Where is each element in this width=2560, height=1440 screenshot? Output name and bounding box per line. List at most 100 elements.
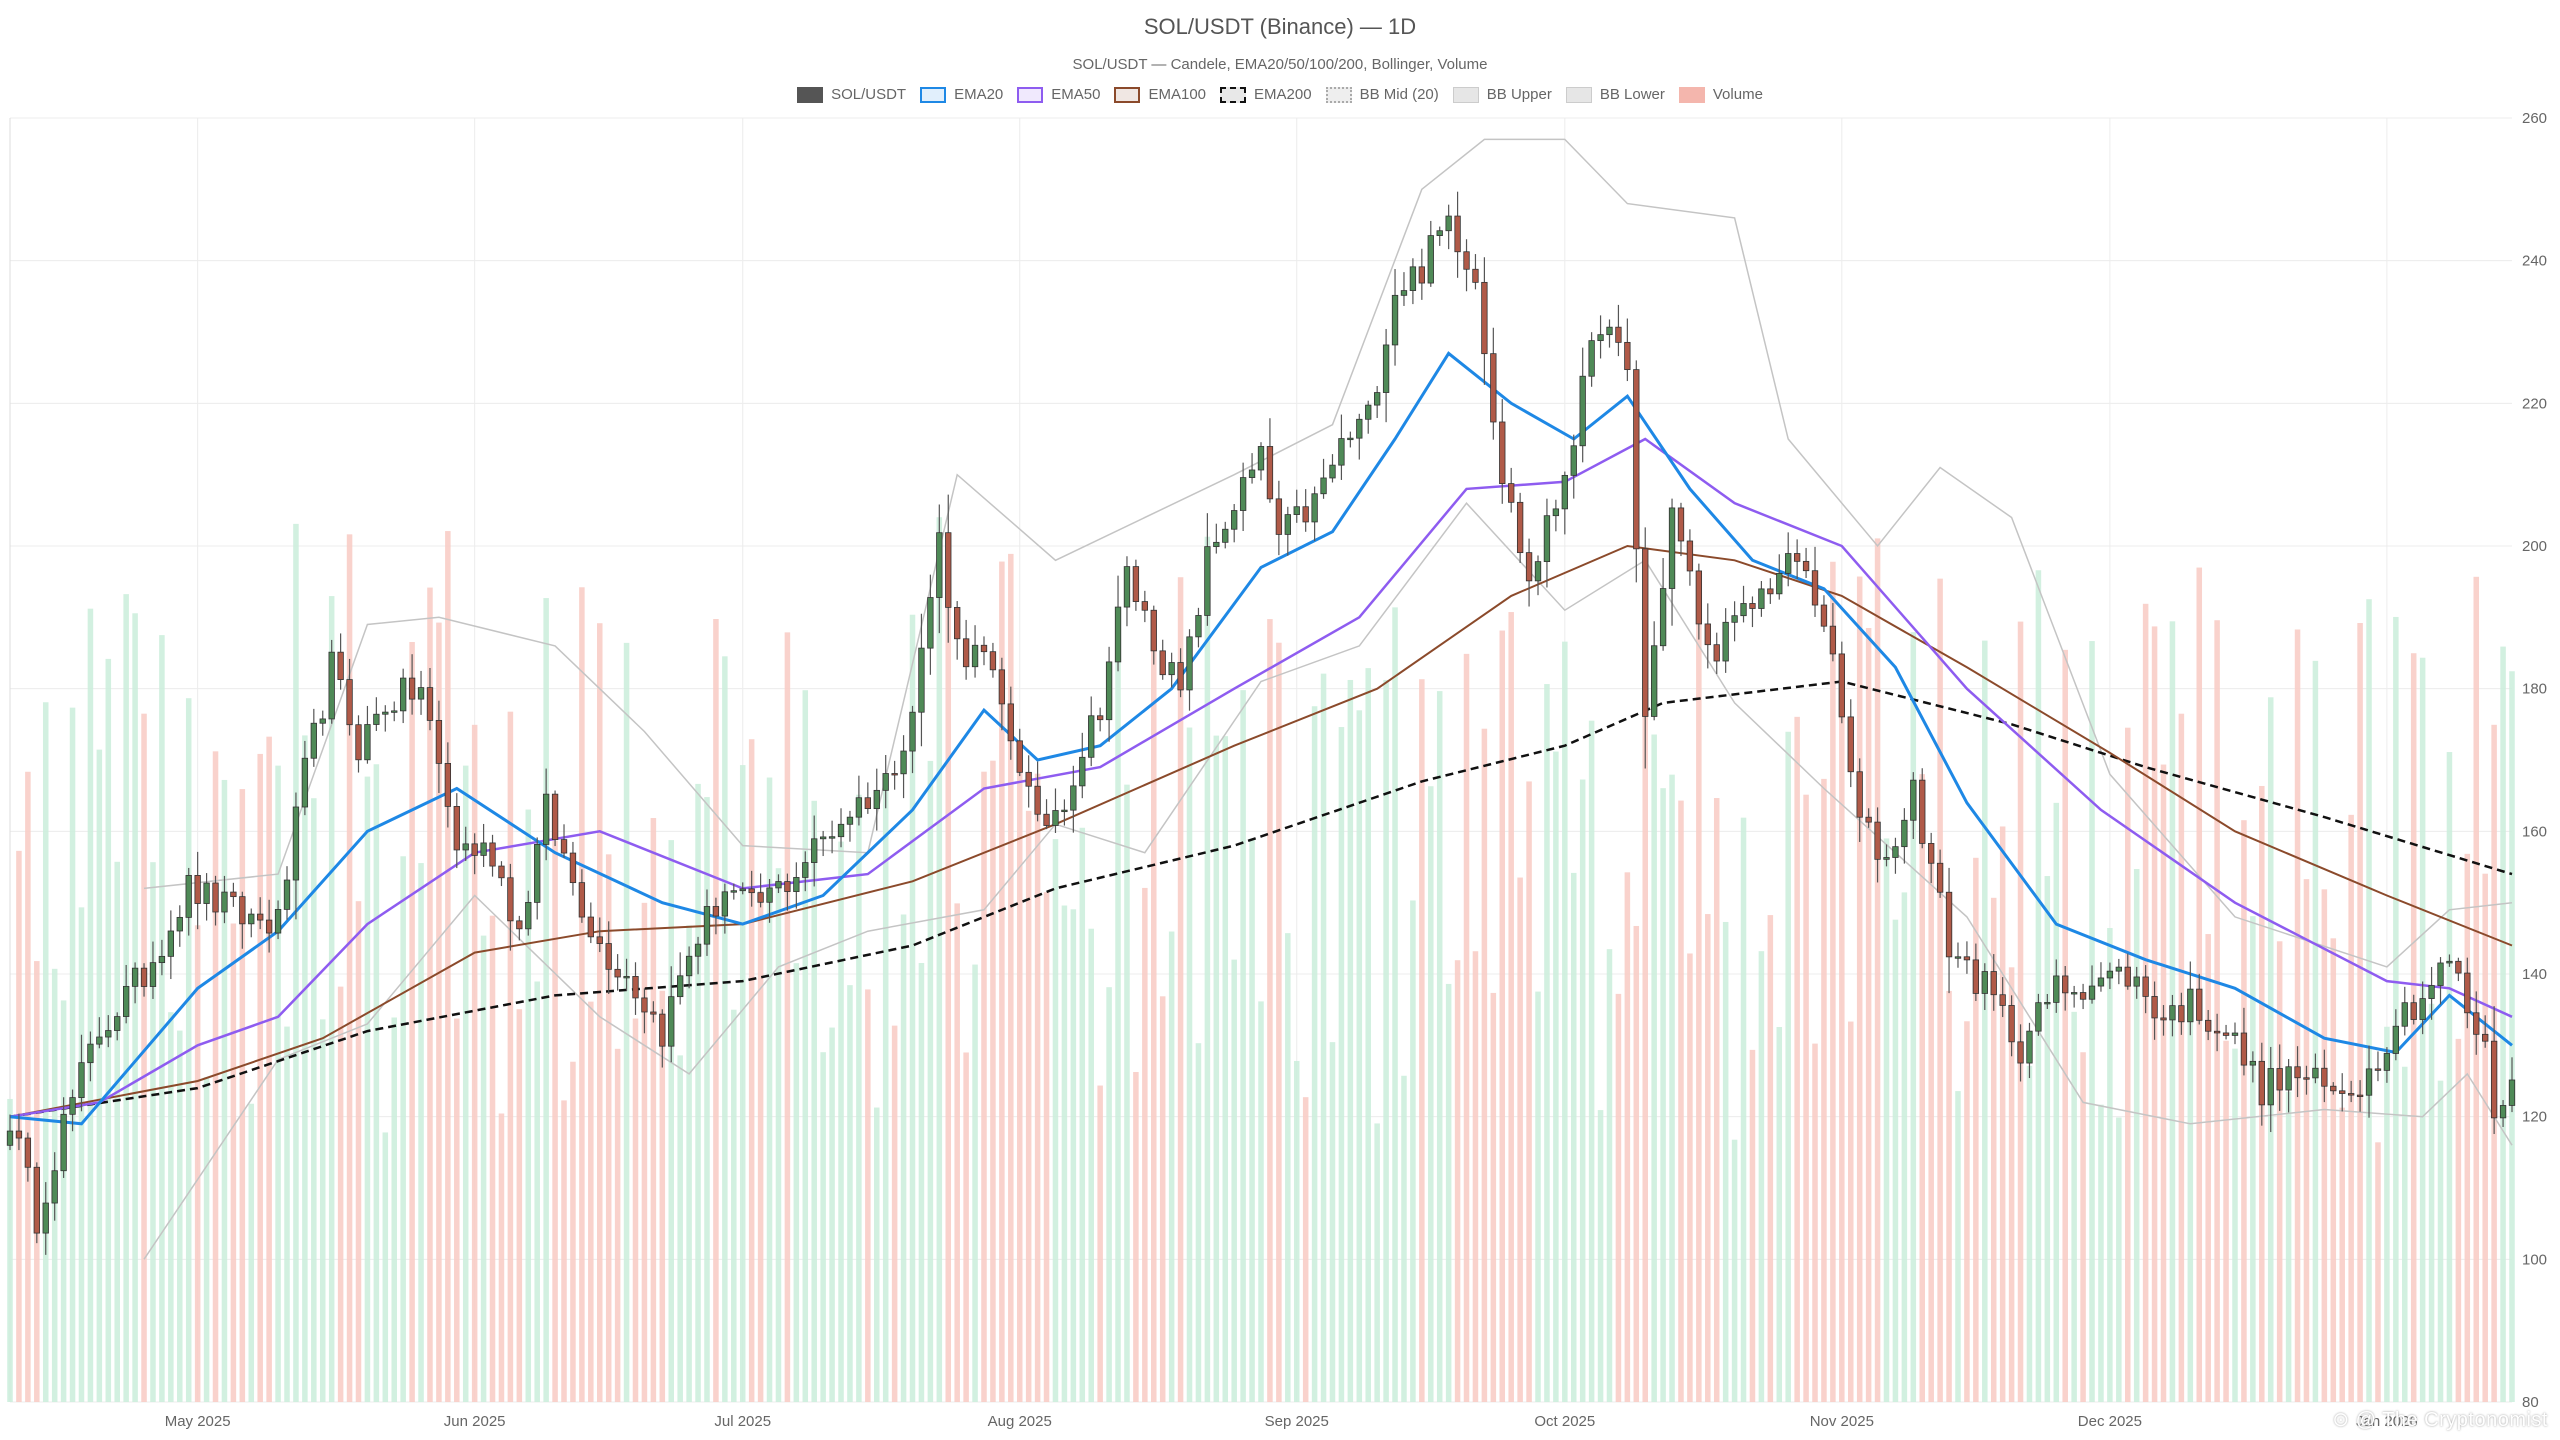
candle-body [364, 724, 371, 761]
volume-bar [2107, 927, 2113, 1402]
volume-bar [69, 707, 76, 1402]
legend-item[interactable]: BB Mid (20) [1325, 86, 1439, 103]
volume-bar [1830, 561, 1836, 1402]
candles [6, 191, 2516, 1255]
volume-bar [239, 789, 246, 1402]
volume-bar [1579, 779, 1586, 1402]
legend-label: Volume [1712, 86, 1763, 103]
legend-item[interactable]: Volume [1678, 86, 1763, 103]
candle-body [1222, 528, 1229, 543]
bollinger-bands [9, 138, 2513, 1260]
candle-body [2187, 988, 2194, 1023]
candle-body [605, 943, 612, 970]
legend-label: BB Lower [1599, 86, 1665, 103]
candle-body [2473, 1012, 2480, 1035]
candle-body [194, 875, 201, 904]
candle-body [1123, 566, 1131, 608]
candle-body [1052, 810, 1059, 826]
candle-body [2178, 1005, 2185, 1023]
volume-bar [114, 861, 120, 1402]
volume-bar [1428, 786, 1434, 1402]
volume-bar [293, 523, 299, 1402]
candle-body [400, 677, 407, 712]
candle-body [1731, 615, 1738, 623]
x-tick-label: Nov 2025 [1810, 1413, 1874, 1430]
volume-bar [1651, 734, 1657, 1402]
volume-bar [972, 964, 978, 1402]
legend-item[interactable]: EMA200 [1220, 86, 1312, 103]
volume-bar [418, 863, 424, 1402]
candle-body [2231, 1032, 2239, 1036]
volume-bar [981, 771, 987, 1402]
chart-legend[interactable]: SOL/USDT EMA20 EMA50 EMA100 EMA200 BB Mid (20… [0, 86, 2560, 103]
legend-item[interactable]: BB Lower [1565, 86, 1665, 103]
volume-bar [1472, 951, 1479, 1402]
candle-body [909, 711, 916, 752]
legend-item[interactable]: SOL/USDT [797, 86, 906, 103]
candle-body [1579, 375, 1586, 447]
x-axis: May 2025 Jun 2025 Jul 2025 Aug 2025 Sep 2025… [165, 1413, 2418, 1430]
volume-bar [561, 1100, 567, 1402]
candle-body [1606, 326, 1613, 336]
legend-item[interactable]: EMA50 [1017, 86, 1100, 103]
volume-bar [1508, 612, 1514, 1402]
x-tick-label: Sep 2025 [1265, 1413, 1329, 1430]
volume-bar [2205, 934, 2211, 1402]
volume-bar [1320, 673, 1327, 1402]
candle-body [1668, 507, 1676, 589]
candle-body [811, 838, 818, 863]
volume-bar [471, 724, 478, 1402]
legend-item[interactable]: BB Upper [1452, 86, 1552, 103]
candle-body [1025, 771, 1032, 787]
bb-upper-line [143, 138, 2513, 968]
candle-body [1472, 268, 1479, 283]
legend-item[interactable]: EMA20 [920, 86, 1003, 103]
volume-bar [87, 608, 94, 1402]
volume-bar [650, 818, 657, 1402]
candle-body [1329, 464, 1336, 479]
volume-bar [2071, 1011, 2077, 1402]
candle-body [846, 816, 854, 825]
volume-bar [489, 915, 496, 1402]
candle-body [641, 997, 648, 1013]
candle-body [1758, 588, 1765, 609]
volume-bar [999, 561, 1005, 1402]
legend-item[interactable]: EMA100 [1114, 86, 1206, 103]
volume-bar [1928, 847, 1934, 1402]
candle-body [1740, 603, 1747, 617]
volume-bar [1821, 778, 1827, 1402]
volume-bar [168, 1012, 174, 1402]
candle-body [1847, 716, 1854, 773]
volume-bar [1383, 679, 1389, 1402]
candle-body [2115, 966, 2122, 972]
ema50-line [9, 437, 2513, 1118]
volume-bar [1401, 1075, 1407, 1402]
volume-bar [2464, 853, 2471, 1402]
candle-body [1615, 326, 1622, 343]
candle-body [793, 877, 800, 892]
volume-bar [1249, 838, 1255, 1402]
volume-bar [1186, 727, 1193, 1402]
volume-bar [1195, 1043, 1202, 1402]
volume-bar [1642, 630, 1648, 1402]
volume-bar [2178, 713, 2185, 1402]
candle-body [2383, 1053, 2391, 1071]
volume-bar [605, 854, 612, 1402]
candle-body [6, 1130, 14, 1146]
volume-bar [811, 800, 817, 1402]
volume-bar [2223, 1040, 2229, 1402]
candle-body [158, 955, 166, 964]
candle-body [2365, 1068, 2373, 1096]
volume-bar [60, 1000, 67, 1402]
candle-body [1704, 623, 1711, 646]
volume-bar [212, 751, 219, 1402]
volume-bar [454, 1018, 460, 1402]
candle-body [2508, 1079, 2516, 1106]
volume-bar [275, 765, 281, 1402]
candle-body [257, 913, 264, 921]
volume-bar [847, 985, 853, 1402]
candle-body [1400, 290, 1408, 296]
volume-bar [141, 713, 147, 1402]
volume-bar [1142, 887, 1148, 1402]
